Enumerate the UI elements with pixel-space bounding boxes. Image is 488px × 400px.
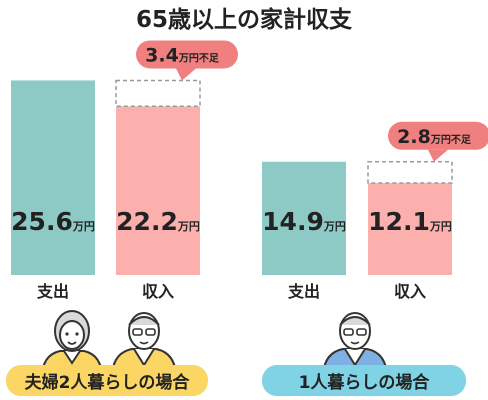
expense-bar xyxy=(11,80,95,275)
income-value-label: 12.1万円 xyxy=(368,207,452,236)
category-label: 収入 xyxy=(394,282,426,301)
shortfall-callout-tail xyxy=(176,68,196,81)
expense-value-label: 14.9万円 xyxy=(262,207,346,236)
group-label-bg-single xyxy=(262,365,466,396)
shortfall-box xyxy=(367,161,453,184)
category-label: 支出 xyxy=(287,282,320,301)
chart-title: 65歳以上の家計収支 xyxy=(136,6,353,33)
shortfall-box xyxy=(115,79,201,108)
income-bar xyxy=(116,106,200,275)
shortfall-callout-text: 2.8万円不足 xyxy=(397,126,472,148)
shortfall-callout-text: 3.4万円不足 xyxy=(145,44,220,66)
category-label: 収入 xyxy=(142,282,174,301)
group-label-couple: 夫婦2人暮らしの場合 xyxy=(25,372,191,393)
income-bar xyxy=(368,183,452,275)
elderly-woman-icon xyxy=(40,310,104,379)
group-label-bg-couple xyxy=(6,365,208,396)
group-label-single: 1人暮らしの場合 xyxy=(299,372,431,393)
category-label: 支出 xyxy=(36,282,69,301)
income-value-label: 22.2万円 xyxy=(116,207,200,236)
shortfall-callout-bg xyxy=(388,121,488,150)
expense-value-label: 25.6万円 xyxy=(11,207,95,236)
shortfall-callout-bg xyxy=(136,40,238,69)
shortfall-callout-tail xyxy=(428,149,448,162)
expense-bar xyxy=(262,161,346,275)
